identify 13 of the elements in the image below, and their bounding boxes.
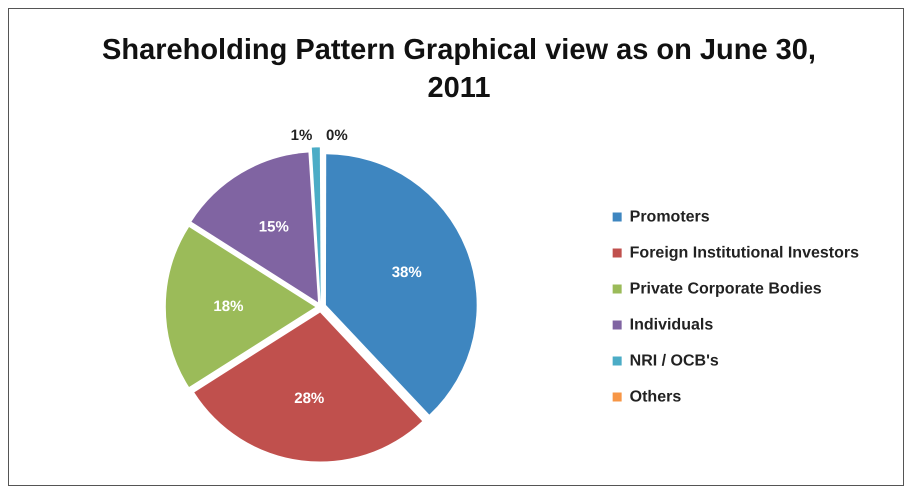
text: 0%	[326, 127, 348, 144]
legend-label: Foreign Institutional Investors	[630, 244, 860, 262]
chart-title: Shareholding Pattern Graphical view as on June 30, 2011	[101, 33, 817, 106]
data-label: 15%	[258, 218, 289, 236]
data-label: 28%	[294, 390, 324, 407]
legend-label: NRI / OCB's	[630, 352, 719, 370]
legend-label: Promoters	[630, 208, 710, 226]
legend-label: Private Corporate Bodies	[630, 280, 822, 298]
data-label: 38%	[392, 264, 422, 282]
data-label: 18%	[213, 298, 244, 316]
legend-label: Individuals	[630, 316, 714, 334]
legend-label: Others	[630, 388, 682, 406]
data-label: 1%	[290, 127, 312, 144]
